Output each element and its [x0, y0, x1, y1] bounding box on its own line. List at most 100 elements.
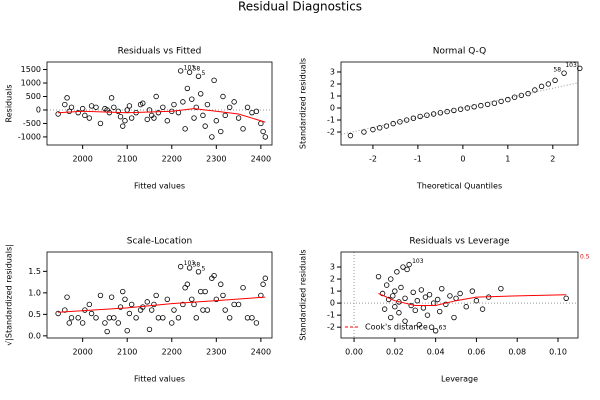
data-point — [106, 315, 113, 321]
data-point — [222, 112, 228, 119]
data-point — [55, 111, 61, 117]
legend-label: Cook's distance — [365, 323, 428, 332]
x-axis-label: Fitted values — [134, 182, 185, 191]
data-point — [361, 129, 367, 135]
data-point — [473, 298, 480, 304]
data-point — [437, 308, 443, 315]
data-point — [432, 328, 439, 334]
data-point — [193, 104, 199, 110]
data-point — [479, 306, 486, 312]
data-point — [383, 123, 390, 129]
data-point — [402, 318, 408, 324]
data-point — [191, 115, 197, 121]
data-point — [260, 128, 266, 135]
data-point — [200, 112, 206, 119]
data-point — [97, 292, 104, 299]
data-point — [525, 90, 531, 97]
data-point — [444, 108, 450, 115]
data-point — [68, 315, 75, 321]
data-point — [451, 314, 457, 321]
data-point — [75, 315, 81, 321]
x-tick-label: 0 — [460, 155, 465, 164]
data-point — [240, 284, 246, 291]
data-point — [177, 68, 184, 74]
data-point — [240, 126, 246, 132]
data-point — [226, 104, 233, 110]
data-point — [370, 126, 376, 133]
data-point — [133, 315, 139, 321]
data-point — [262, 275, 269, 281]
point-label: 58 — [193, 66, 201, 73]
x-tick-label: 0.08 — [508, 348, 526, 357]
y-tick-label: 0 — [36, 105, 41, 114]
data-point — [200, 307, 206, 313]
x-tick-label: 2300 — [206, 155, 226, 164]
panel-title: Residuals vs Leverage — [409, 237, 510, 247]
data-point — [518, 92, 525, 99]
data-point — [347, 132, 354, 139]
data-point — [218, 128, 224, 135]
point-label: 103 — [184, 260, 196, 267]
y-tick-label: 0 — [330, 299, 335, 308]
data-point — [231, 301, 237, 308]
data-point — [231, 99, 237, 105]
data-point — [428, 324, 435, 330]
cook-level-label: 0.5 — [580, 254, 590, 261]
x-tick-label: 2300 — [206, 348, 226, 357]
data-point — [202, 123, 208, 129]
data-point — [213, 296, 220, 302]
data-point — [463, 304, 469, 310]
data-point — [160, 104, 166, 110]
data-point — [86, 301, 93, 308]
data-point — [390, 120, 396, 127]
x-tick-label: 2200 — [162, 348, 182, 357]
data-point — [491, 100, 498, 106]
data-point — [211, 272, 217, 279]
data-point — [184, 85, 191, 92]
data-point — [414, 298, 420, 304]
data-point — [146, 326, 153, 333]
data-point — [111, 315, 117, 321]
x-axis-label: Fitted values — [134, 375, 185, 384]
data-point — [140, 100, 146, 106]
plot-frame — [340, 251, 579, 339]
data-point — [451, 107, 457, 114]
point-label: 58 — [193, 261, 201, 268]
data-point — [220, 93, 226, 100]
data-point — [402, 295, 408, 302]
data-point — [144, 116, 150, 123]
data-point — [471, 104, 477, 110]
data-point — [390, 293, 396, 299]
data-point — [62, 101, 68, 108]
y-tick-label: 2 — [330, 79, 335, 88]
y-tick-label: 1000 — [21, 79, 41, 88]
data-point — [235, 301, 242, 308]
data-point — [111, 104, 117, 110]
data-point — [218, 281, 224, 287]
y-tick-label: -500 — [23, 119, 41, 128]
y-axis-label: Residuals — [5, 85, 14, 123]
data-point — [180, 99, 186, 105]
data-point — [253, 108, 260, 115]
data-point — [424, 312, 431, 318]
data-point — [577, 65, 583, 72]
data-point — [545, 81, 552, 87]
y-tick-label: 0.0 — [28, 331, 41, 340]
data-point — [82, 112, 88, 119]
data-point — [381, 306, 388, 312]
y-tick-label: 1500 — [21, 65, 41, 74]
data-point — [117, 304, 124, 310]
data-point — [253, 320, 260, 326]
data-point — [260, 281, 266, 287]
data-point — [198, 91, 204, 97]
data-point — [149, 307, 155, 313]
data-point — [79, 105, 86, 112]
data-point — [457, 106, 464, 112]
data-point — [258, 120, 264, 127]
plot-frame — [46, 61, 273, 146]
data-point — [151, 115, 157, 121]
data-point — [86, 115, 93, 121]
smooth-line — [58, 296, 266, 313]
data-point — [160, 315, 166, 321]
x-axis-label: Leverage — [441, 375, 478, 384]
